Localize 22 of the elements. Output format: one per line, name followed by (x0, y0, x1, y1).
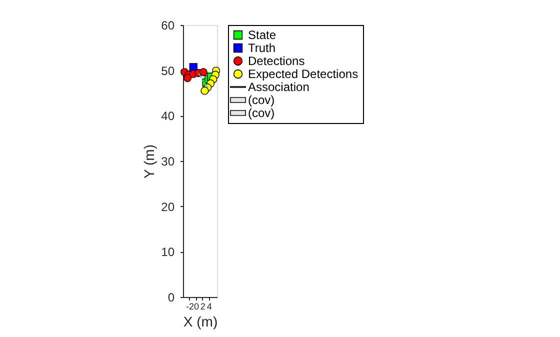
point (200, 86, 209, 95)
legend-label: Truth (248, 41, 276, 55)
y-tick-label: 20 (161, 200, 175, 214)
legend-label: Association (248, 80, 310, 94)
x-tick-label: 4 (206, 302, 212, 312)
legend-label: (cov) (248, 106, 275, 120)
legend-label: Expected Detections (248, 67, 358, 81)
y-tick-label: 30 (161, 154, 175, 168)
x-tick-label: 2 (200, 302, 206, 312)
x-tick-label: -2 (186, 302, 194, 312)
y-tick-label: 50 (161, 64, 175, 78)
x-tick-label: 0 (194, 302, 199, 312)
point (183, 74, 192, 82)
y-axis-title: Y (m) (141, 144, 158, 178)
point (199, 68, 208, 76)
x-axis-title: X (m) (183, 314, 218, 330)
y-tick-label: 60 (161, 18, 175, 32)
y-tick-label: 10 (161, 245, 175, 260)
legend-label: State (248, 28, 276, 42)
y-tick-label: 40 (161, 109, 175, 124)
legend-label: Detections (248, 54, 305, 68)
legend-label: (cov) (248, 93, 275, 107)
